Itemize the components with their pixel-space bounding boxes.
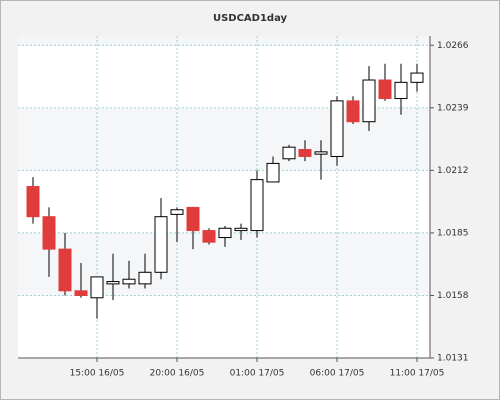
band bbox=[18, 232, 430, 296]
candle-body bbox=[218, 227, 232, 239]
candle-body bbox=[410, 72, 424, 83]
candle-body bbox=[234, 227, 248, 232]
candle-body bbox=[378, 79, 392, 100]
y-tick-label: 1.0266 bbox=[437, 41, 469, 51]
candle-body bbox=[74, 290, 88, 296]
candle-body bbox=[26, 186, 40, 218]
candle-body bbox=[58, 248, 72, 292]
candle-body bbox=[282, 146, 296, 160]
candle-body bbox=[346, 100, 360, 123]
y-tick-label: 1.0158 bbox=[437, 291, 469, 301]
candle-body bbox=[330, 100, 344, 157]
plot-area bbox=[18, 36, 430, 358]
y-tick-label: 1.0239 bbox=[437, 103, 469, 113]
candle-body bbox=[202, 230, 216, 243]
candle-body bbox=[106, 281, 120, 285]
candle-body bbox=[186, 206, 200, 232]
x-tick-label: 06:00 17/05 bbox=[310, 369, 365, 379]
x-tick-label: 11:00 17/05 bbox=[390, 369, 445, 379]
candle-body bbox=[394, 81, 408, 100]
y-tick-label: 1.0212 bbox=[437, 166, 469, 176]
y-tick-label: 1.0185 bbox=[437, 228, 469, 238]
band bbox=[18, 107, 430, 171]
candle-body bbox=[90, 276, 104, 299]
candle-body bbox=[250, 179, 264, 232]
x-tick-label: 20:00 16/05 bbox=[150, 369, 205, 379]
y-tick-label: 1.0131 bbox=[437, 354, 469, 364]
band bbox=[18, 36, 430, 46]
candle-body bbox=[154, 216, 168, 273]
candle-body bbox=[362, 79, 376, 123]
x-tick-label: 01:00 17/05 bbox=[230, 369, 285, 379]
candle-body bbox=[298, 149, 312, 157]
candle-body bbox=[266, 162, 280, 183]
x-tick-label: 15:00 16/05 bbox=[70, 369, 125, 379]
candle-body bbox=[314, 151, 328, 155]
chart-title: USDCAD1day bbox=[213, 13, 288, 24]
candle-body bbox=[170, 209, 184, 215]
candle-body bbox=[122, 278, 136, 285]
candle-body bbox=[42, 216, 56, 250]
candle-body bbox=[138, 271, 152, 285]
